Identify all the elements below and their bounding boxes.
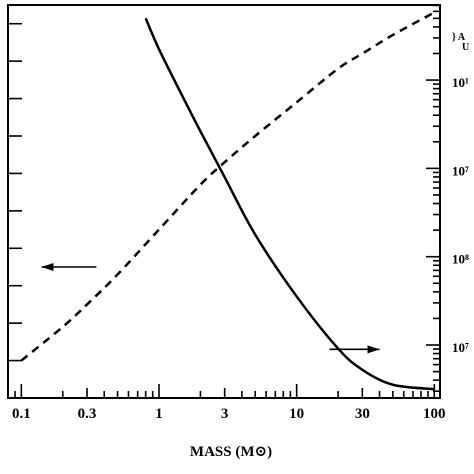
x-tick-label: 0.3	[78, 406, 97, 422]
right-axis-top-annotation-line2: U	[462, 42, 469, 53]
annotation-layer	[41, 263, 380, 354]
right-axis-tick-labels: 10⁷ 10⁸ 10⁷ 10¹	[452, 75, 469, 355]
left-axis-ticks	[8, 22, 22, 362]
x-axis-ticks	[7, 384, 436, 398]
x-tick-label: 10	[289, 406, 304, 422]
x-axis-tick-labels: 0.1 0.3 1 3 10 30 100	[12, 406, 446, 422]
left-arrow	[41, 263, 97, 271]
x-tick-label: 0.1	[12, 406, 31, 422]
x-axis-title: MASS (M⊙)	[190, 444, 272, 460]
plot-frame	[7, 4, 441, 399]
right-tick-label: 10⁷	[452, 340, 469, 355]
series-layer	[20, 11, 435, 391]
right-axis-ticks	[426, 4, 440, 392]
x-tick-label: 30	[355, 406, 370, 422]
x-tick-label: 1	[155, 406, 163, 422]
right-tick-label: 10⁸	[452, 252, 469, 267]
right-arrow	[329, 345, 380, 354]
right-tick-label: 10⁷	[452, 163, 469, 178]
x-tick-label: 3	[221, 406, 229, 422]
right-axis-top-annotation-line1: } A	[452, 32, 466, 43]
dashed-series-line	[20, 11, 435, 362]
right-tick-label: 10¹	[452, 75, 469, 90]
x-tick-label: 100	[423, 406, 446, 422]
solid-series-line	[144, 17, 435, 391]
